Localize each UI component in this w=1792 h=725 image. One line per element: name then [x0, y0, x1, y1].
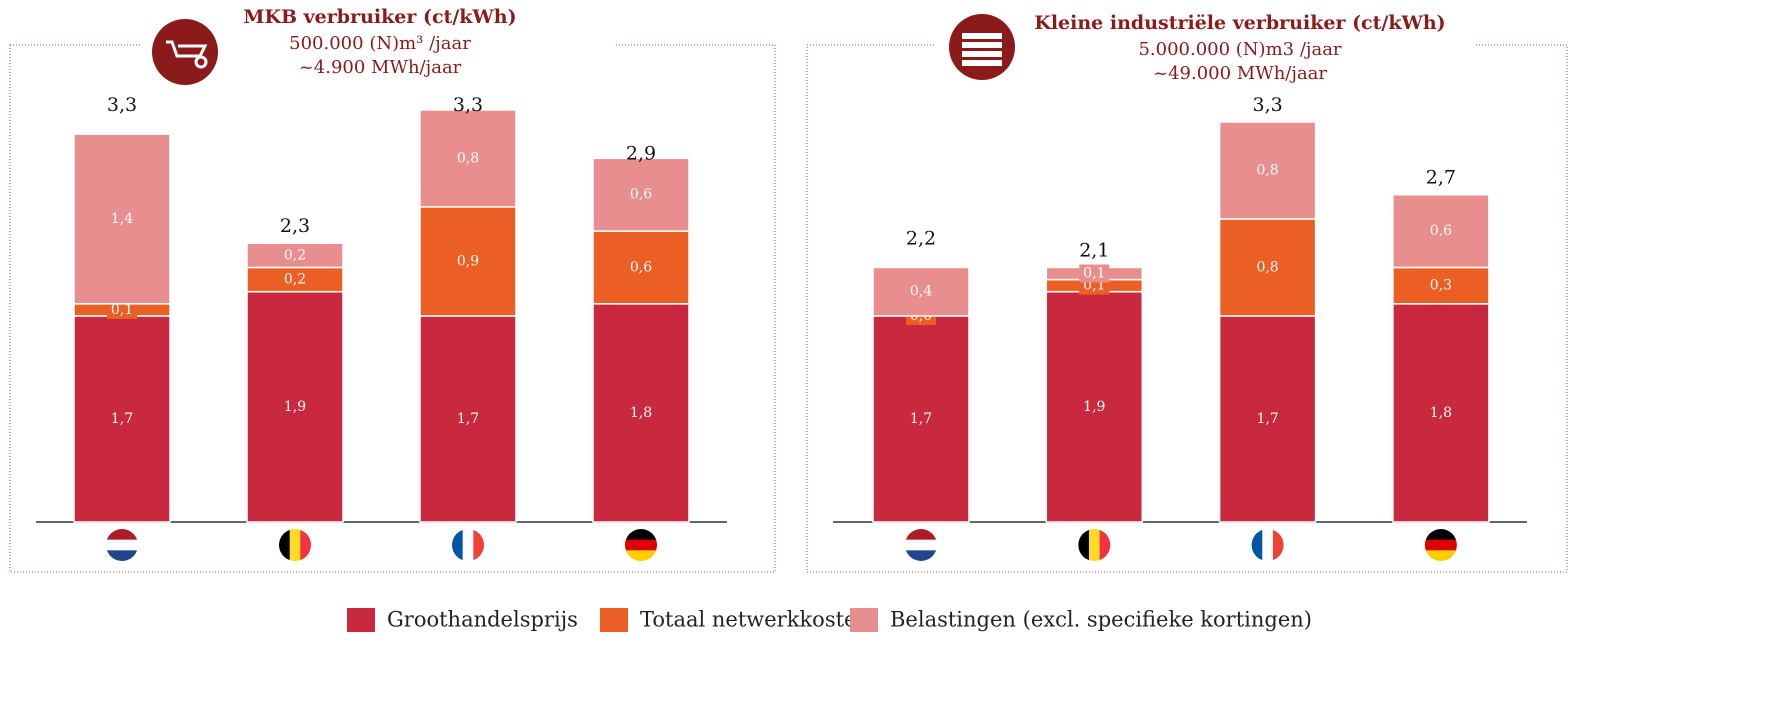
bar-segment [1045, 290, 1144, 523]
legend-swatch [600, 608, 628, 632]
frame-gap [935, 30, 1475, 60]
data-label: 1,9 [284, 399, 306, 415]
subtitle: ~49.000 MWh/jaar [1153, 63, 1327, 84]
bar-segment [73, 133, 171, 305]
subtitle: 5.000.000 (N)m3 /jaar [1138, 39, 1341, 60]
frame-gap [140, 30, 615, 60]
bar-segment [246, 242, 344, 269]
bar-segment [872, 266, 970, 317]
data-label: 1,4 [111, 211, 133, 227]
icon [152, 19, 218, 85]
data-label: 0,1 [111, 302, 133, 318]
data-label: 1,8 [1430, 405, 1452, 421]
subtitle: 500.000 (N)m³ /jaar [289, 33, 471, 54]
legend-swatch [347, 608, 375, 632]
flag [625, 529, 657, 561]
flag [1424, 529, 1457, 561]
flag [1251, 529, 1284, 561]
icon [949, 14, 1015, 80]
total-label: 2,9 [626, 142, 656, 164]
flag [452, 529, 484, 561]
label-box [107, 300, 137, 319]
data-label: 0,1 [1083, 266, 1105, 282]
data-label: 1,7 [457, 411, 479, 427]
chart-title: Kleine industriële verbruiker (ct/kWh) [1034, 12, 1445, 34]
legend-label: Belastingen (excl. specifieke kortingen) [890, 608, 1312, 632]
data-label: 1,9 [1083, 399, 1105, 415]
bar-segment [419, 109, 517, 208]
total-label: 3,3 [107, 94, 137, 116]
chart-title: MKB verbruiker (ct/kWh) [243, 6, 516, 28]
data-label: 0,6 [630, 259, 652, 275]
total-label: 3,3 [1252, 94, 1282, 116]
flag [106, 529, 138, 561]
data-label: 0,8 [1256, 259, 1278, 275]
data-label: 0,2 [284, 272, 306, 288]
subtitle: ~4.900 MWh/jaar [299, 57, 462, 78]
legend-swatch [850, 608, 878, 632]
bar-segment [73, 315, 171, 523]
legend-label: Totaal netwerkkosten [640, 608, 870, 632]
label-box [1079, 264, 1110, 283]
flag [1078, 529, 1111, 561]
data-label: 0,6 [1430, 223, 1452, 239]
total-label: 2,2 [906, 227, 936, 249]
data-label: 1,8 [630, 405, 652, 421]
data-label: 0,4 [910, 284, 932, 300]
legend-label: Groothandelsprijs [387, 608, 578, 632]
bar-segment [1218, 218, 1317, 317]
bar-segment [1218, 315, 1317, 523]
bar-segment [592, 157, 690, 232]
bar-segment [1392, 303, 1490, 523]
data-label: 1,7 [910, 411, 932, 427]
flag [905, 529, 937, 561]
data-label: 0,9 [457, 253, 479, 269]
bar-segment [1392, 193, 1490, 269]
total-label: 2,1 [1079, 239, 1109, 261]
bar-segment [246, 266, 344, 293]
data-label: 0,3 [1430, 278, 1452, 294]
flag [279, 529, 311, 561]
panel-frame [9, 44, 776, 573]
data-label: 0,8 [457, 150, 479, 166]
bar-segment [419, 315, 517, 523]
panel-frame [806, 44, 1568, 573]
bar-segment [419, 206, 517, 317]
bar-segment [1218, 121, 1317, 220]
total-label: 2,3 [280, 215, 310, 237]
bar-segment [872, 315, 970, 523]
bar-segment [246, 290, 344, 523]
data-label: 0,6 [630, 187, 652, 203]
bar-segment [592, 303, 690, 523]
data-label: 1,7 [111, 411, 133, 427]
total-label: 2,7 [1426, 167, 1456, 189]
data-label: 0,2 [284, 247, 306, 263]
data-label: 0,8 [1256, 162, 1278, 178]
data-label: 1,7 [1256, 411, 1278, 427]
total-label: 3,3 [453, 94, 483, 116]
